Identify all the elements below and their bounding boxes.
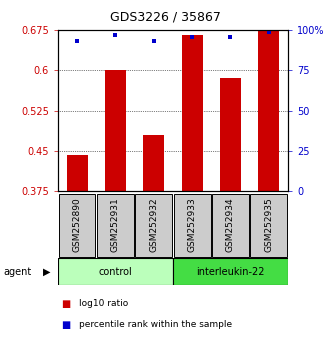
Bar bbox=[182, 35, 203, 191]
Point bbox=[151, 39, 157, 44]
Text: interleukin-22: interleukin-22 bbox=[196, 267, 265, 277]
Text: percentile rank within the sample: percentile rank within the sample bbox=[79, 320, 233, 329]
Text: GSM252890: GSM252890 bbox=[72, 197, 82, 252]
Text: agent: agent bbox=[3, 267, 31, 277]
Bar bbox=[250, 194, 287, 257]
Bar bbox=[143, 135, 164, 191]
Text: GSM252935: GSM252935 bbox=[264, 197, 273, 252]
Bar bbox=[58, 258, 173, 285]
Bar bbox=[212, 194, 249, 257]
Bar bbox=[105, 70, 126, 191]
Bar bbox=[97, 194, 134, 257]
Text: GSM252931: GSM252931 bbox=[111, 197, 120, 252]
Text: GSM252932: GSM252932 bbox=[149, 197, 158, 252]
Text: ■: ■ bbox=[61, 320, 71, 330]
Text: control: control bbox=[99, 267, 132, 277]
Bar bbox=[67, 155, 88, 191]
Text: GSM252933: GSM252933 bbox=[188, 197, 197, 252]
Bar bbox=[173, 258, 288, 285]
Text: GSM252934: GSM252934 bbox=[226, 197, 235, 252]
Point bbox=[228, 34, 233, 39]
Point bbox=[113, 32, 118, 38]
Point bbox=[266, 29, 271, 35]
Bar bbox=[59, 194, 96, 257]
Text: ■: ■ bbox=[61, 299, 71, 309]
Bar bbox=[258, 30, 279, 191]
Text: GDS3226 / 35867: GDS3226 / 35867 bbox=[110, 11, 221, 24]
Point bbox=[74, 39, 80, 44]
Point bbox=[189, 34, 195, 39]
Text: log10 ratio: log10 ratio bbox=[79, 299, 129, 308]
Bar bbox=[135, 194, 172, 257]
Bar bbox=[174, 194, 211, 257]
Bar bbox=[220, 79, 241, 191]
Text: ▶: ▶ bbox=[43, 267, 51, 277]
